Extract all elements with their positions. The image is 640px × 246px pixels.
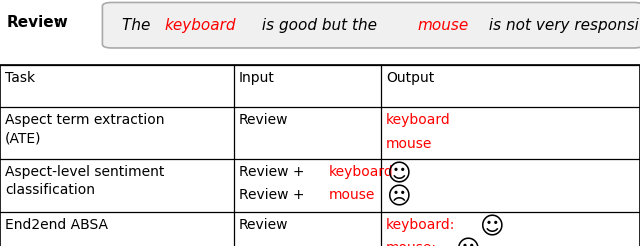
Text: The: The [122, 18, 155, 33]
Text: Aspect-level sentiment
classification: Aspect-level sentiment classification [5, 165, 164, 197]
Text: ☺: ☺ [386, 162, 410, 186]
Text: ☺: ☺ [479, 215, 503, 239]
Text: is good but the: is good but the [257, 18, 381, 33]
Text: Output: Output [386, 71, 434, 85]
FancyBboxPatch shape [102, 2, 640, 48]
Bar [0, 65, 640, 246]
Text: Task: Task [5, 71, 35, 85]
Text: Review +: Review + [239, 165, 308, 179]
Text: Review: Review [239, 218, 288, 232]
Text: keyboard:: keyboard: [386, 218, 455, 232]
Text: is not very responsive.: is not very responsive. [484, 18, 640, 33]
Text: mouse: mouse [386, 137, 432, 151]
Text: mouse: mouse [418, 18, 469, 33]
Text: Review +: Review + [239, 188, 308, 202]
Text: keyboard: keyboard [386, 113, 451, 127]
Text: mouse:: mouse: [386, 241, 437, 246]
Text: Review: Review [6, 15, 68, 30]
Text: ☹: ☹ [455, 239, 479, 246]
Text: End2end ABSA: End2end ABSA [5, 218, 108, 232]
Text: mouse: mouse [329, 188, 375, 202]
Text: Input: Input [239, 71, 275, 85]
Text: :: : [54, 15, 59, 30]
Text: keyboard: keyboard [164, 18, 236, 33]
Text: Aspect term extraction
(ATE): Aspect term extraction (ATE) [5, 113, 164, 146]
Text: keyboard: keyboard [329, 165, 394, 179]
Text: Review: Review [239, 113, 288, 127]
Text: ☹: ☹ [386, 186, 410, 210]
